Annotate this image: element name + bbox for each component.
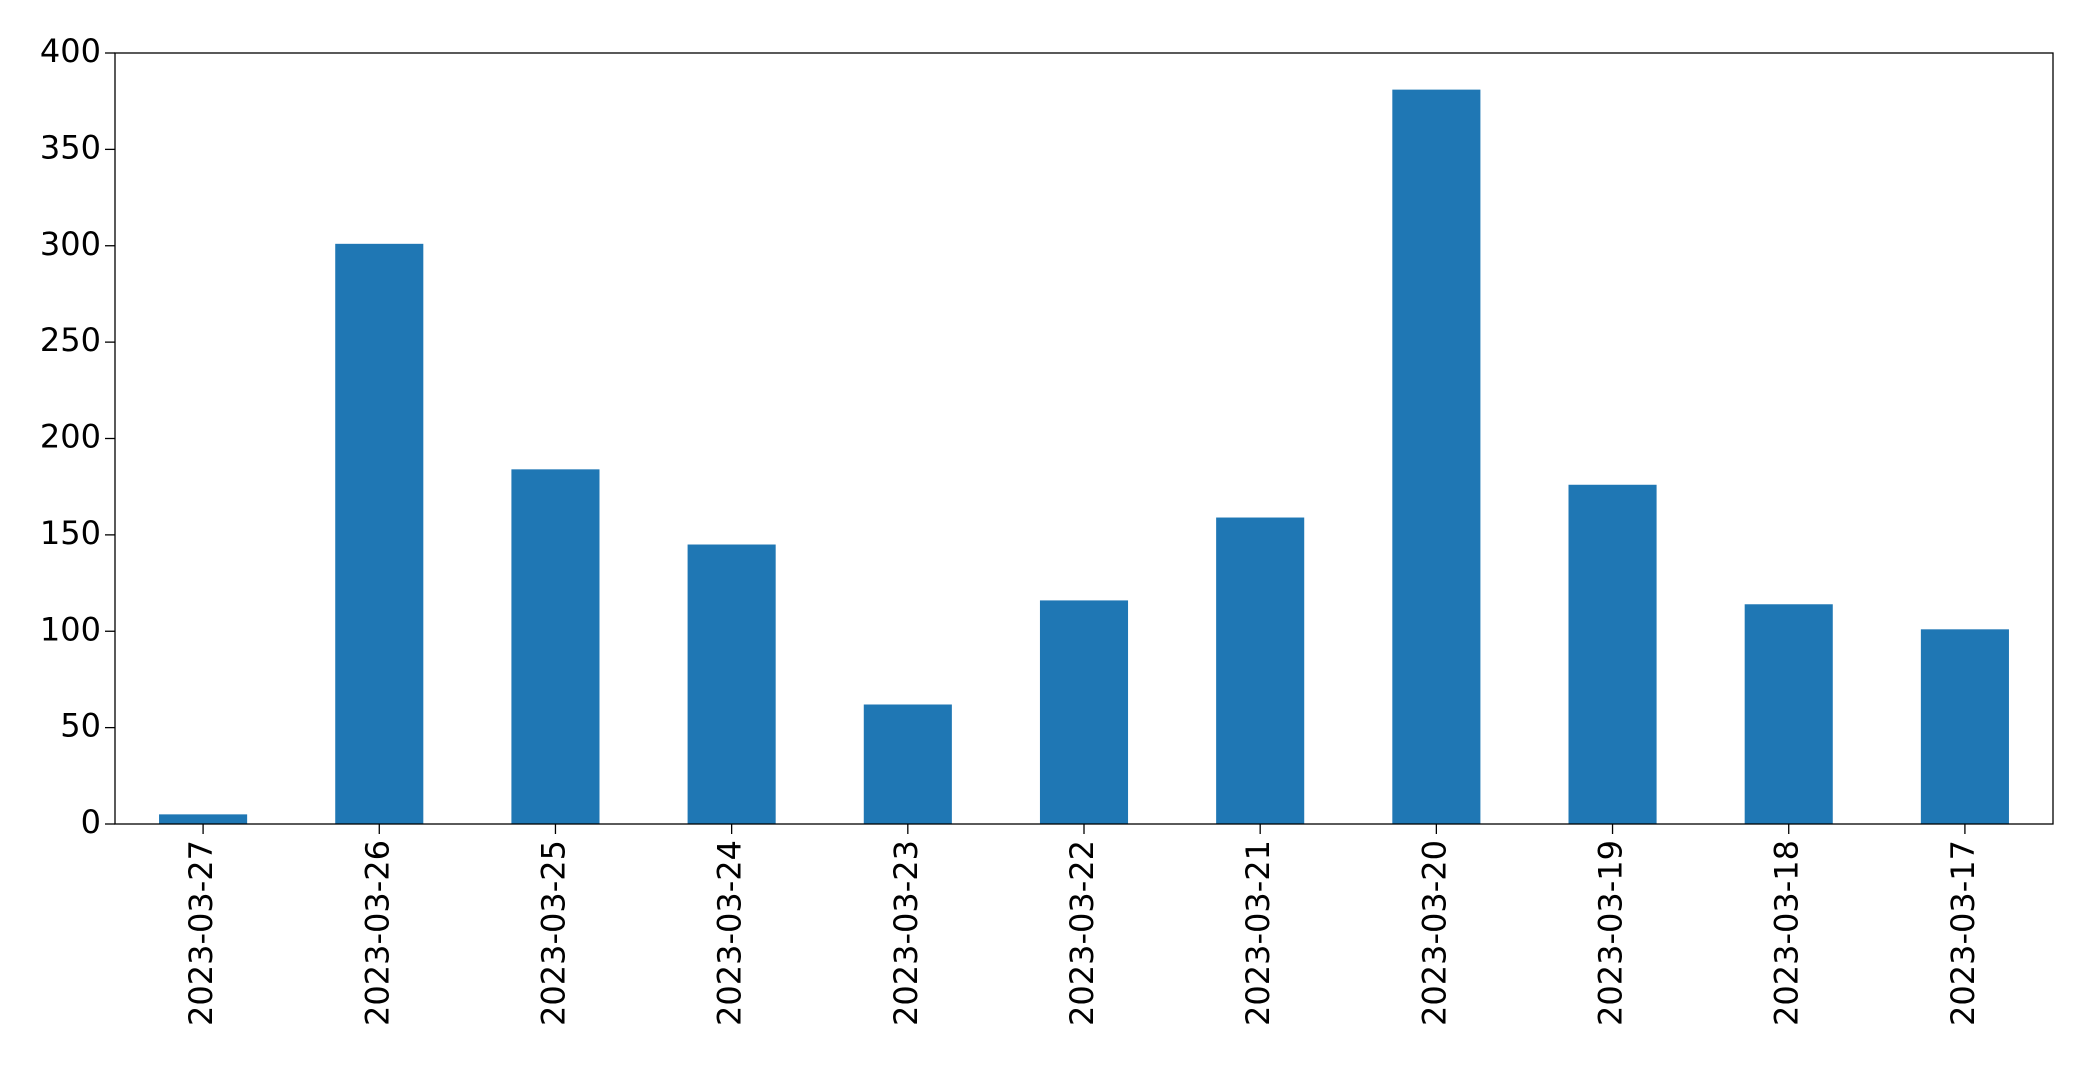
y-tick-label: 200	[40, 418, 101, 456]
bar	[1920, 629, 2009, 824]
y-tick-label: 250	[40, 321, 101, 359]
x-tick-label: 2023-03-19	[1592, 840, 1630, 1026]
y-tick-label: 350	[40, 128, 101, 166]
x-tick-label: 2023-03-24	[711, 840, 749, 1026]
bar	[1568, 484, 1657, 824]
x-tick-label: 2023-03-22	[1063, 840, 1101, 1026]
y-tick-label: 0	[81, 803, 101, 841]
y-tick-label: 150	[40, 514, 101, 552]
bar	[687, 544, 776, 824]
x-tick-label: 2023-03-17	[1944, 840, 1982, 1026]
x-tick-label: 2023-03-23	[887, 840, 925, 1026]
y-tick-label: 50	[60, 707, 101, 745]
y-tick-label: 400	[40, 32, 101, 70]
bar	[863, 704, 952, 824]
y-tick-label: 100	[40, 610, 101, 648]
plot-frame	[114, 52, 2054, 825]
bar	[1744, 604, 1833, 824]
bar	[335, 243, 424, 824]
x-tick-label: 2023-03-18	[1768, 840, 1806, 1026]
bar	[159, 814, 248, 824]
bar	[511, 469, 600, 824]
x-tick-label: 2023-03-21	[1239, 840, 1277, 1026]
bar	[1216, 517, 1305, 824]
bar	[1392, 89, 1481, 824]
x-tick-label: 2023-03-27	[182, 840, 220, 1026]
x-tick-label: 2023-03-25	[534, 840, 572, 1026]
y-tick-label: 300	[40, 225, 101, 263]
bar	[1039, 600, 1129, 824]
x-tick-label: 2023-03-26	[358, 840, 396, 1026]
x-tick-label: 2023-03-20	[1415, 840, 1453, 1026]
